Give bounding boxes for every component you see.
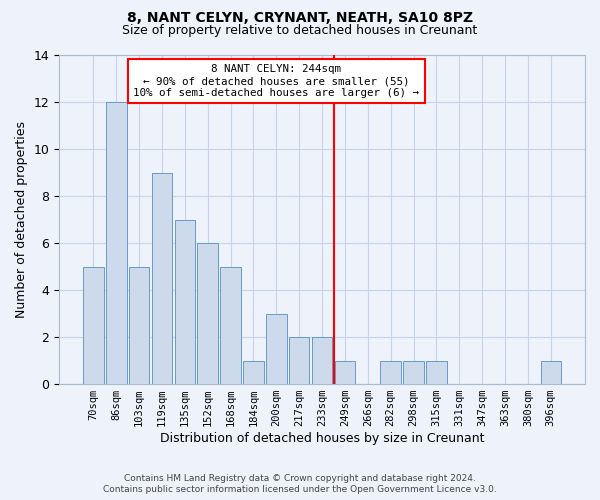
Bar bbox=[129, 266, 149, 384]
Text: Size of property relative to detached houses in Creunant: Size of property relative to detached ho… bbox=[122, 24, 478, 37]
Bar bbox=[243, 360, 264, 384]
Bar bbox=[106, 102, 127, 384]
Bar bbox=[289, 337, 310, 384]
Bar bbox=[197, 243, 218, 384]
Bar bbox=[83, 266, 104, 384]
Bar bbox=[175, 220, 195, 384]
Bar bbox=[380, 360, 401, 384]
Text: Contains HM Land Registry data © Crown copyright and database right 2024.
Contai: Contains HM Land Registry data © Crown c… bbox=[103, 474, 497, 494]
Bar bbox=[426, 360, 447, 384]
Bar bbox=[312, 337, 332, 384]
Bar bbox=[541, 360, 561, 384]
Bar bbox=[152, 172, 172, 384]
Text: 8 NANT CELYN: 244sqm
← 90% of detached houses are smaller (55)
10% of semi-detac: 8 NANT CELYN: 244sqm ← 90% of detached h… bbox=[133, 64, 419, 98]
X-axis label: Distribution of detached houses by size in Creunant: Distribution of detached houses by size … bbox=[160, 432, 484, 445]
Bar bbox=[403, 360, 424, 384]
Y-axis label: Number of detached properties: Number of detached properties bbox=[15, 121, 28, 318]
Bar bbox=[220, 266, 241, 384]
Text: 8, NANT CELYN, CRYNANT, NEATH, SA10 8PZ: 8, NANT CELYN, CRYNANT, NEATH, SA10 8PZ bbox=[127, 11, 473, 25]
Bar bbox=[335, 360, 355, 384]
Bar bbox=[266, 314, 287, 384]
